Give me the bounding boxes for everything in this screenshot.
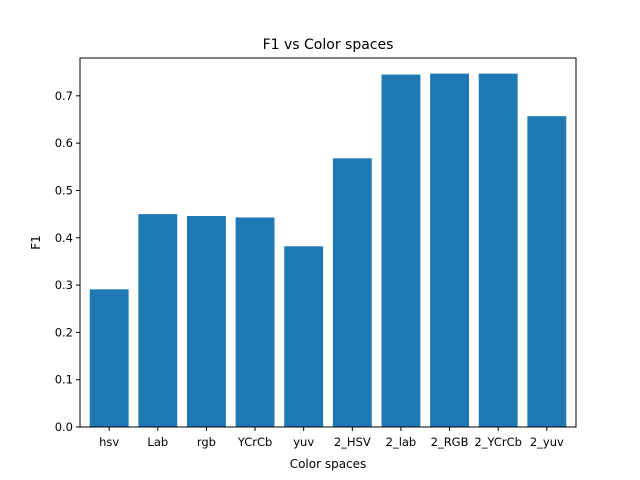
x-axis-ticks: hsv Lab rgb YCrCb yuv 2_HSV 2_lab 2_RGB 2_YCrCb 2… [99, 427, 564, 449]
y-tick-label: 0.3 [55, 278, 73, 292]
y-tick-label: 0.4 [55, 231, 73, 245]
y-tick-label: 0.7 [55, 89, 73, 103]
x-tick-label: yuv [293, 435, 314, 449]
y-axis-label: F1 [29, 235, 43, 250]
x-tick-label: 2_HSV [334, 435, 371, 449]
y-axis-ticks: 0.0 0.1 0.2 0.3 0.4 0.5 0.6 0.7 [55, 89, 80, 434]
y-tick-label: 0.6 [55, 136, 73, 150]
x-tick-label: YCrCb [237, 435, 272, 449]
bar-rgb [186, 216, 226, 427]
x-tick-label: 2_RGB [431, 435, 469, 449]
bar-2_HSV [332, 158, 372, 428]
y-tick-label: 0.2 [55, 325, 73, 339]
plot-frame [79, 57, 577, 428]
x-tick-label: 2_YCrCb [474, 435, 522, 449]
bars-group [89, 73, 567, 428]
bar-yuv [284, 246, 324, 427]
bar-2_lab [381, 74, 421, 428]
x-axis-label: Color spaces [290, 457, 367, 471]
bar-2_RGB [430, 73, 470, 427]
x-tick-label: Lab [147, 435, 168, 449]
chart-title: F1 vs Color spaces [263, 37, 394, 53]
bar-Lab [138, 214, 178, 427]
y-tick-label: 0.5 [55, 183, 73, 197]
x-tick-label: hsv [99, 435, 119, 449]
bar-YCrCb [235, 217, 275, 427]
y-tick-label: 0.1 [55, 373, 73, 387]
x-tick-label: 2_lab [386, 435, 417, 449]
x-tick-label: 2_yuv [530, 435, 564, 449]
x-tick-label: rgb [197, 435, 216, 449]
y-tick-label: 0.0 [55, 420, 73, 434]
bar-hsv [89, 289, 129, 427]
bar-2_yuv [527, 116, 567, 427]
bar-2_YCrCb [478, 73, 518, 427]
